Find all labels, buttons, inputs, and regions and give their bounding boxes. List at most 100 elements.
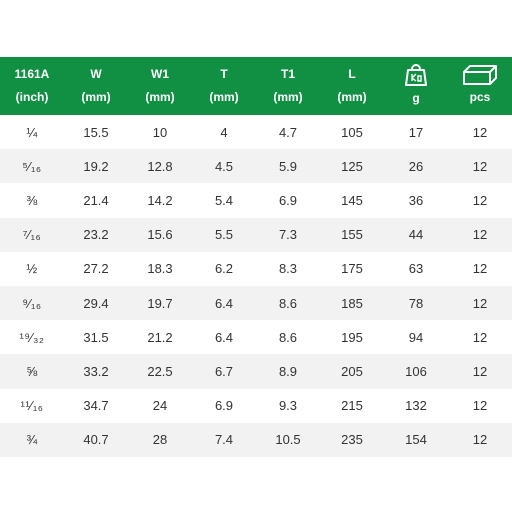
header-w: W (mm) — [64, 57, 128, 115]
pcs-cell: 12 — [448, 422, 512, 457]
header-weight-unit: g — [412, 90, 420, 105]
weight-cell: 63 — [384, 251, 448, 286]
pcs-cell: 12 — [448, 149, 512, 184]
l-cell: 205 — [320, 354, 384, 389]
header-w-label: W — [90, 67, 102, 81]
w-cell: 34.7 — [64, 388, 128, 423]
w1-cell: 24 — [128, 388, 192, 423]
pcs-cell: 12 — [448, 115, 512, 150]
header-l: L (mm) — [320, 57, 384, 115]
t1-cell: 9.3 — [256, 388, 320, 423]
header-t: T (mm) — [192, 57, 256, 115]
t-cell: 6.4 — [192, 285, 256, 321]
header-l-unit: (mm) — [337, 90, 367, 104]
header-pcs-unit: pcs — [469, 89, 491, 104]
box-icon — [448, 64, 512, 86]
weight-cell: 78 — [384, 285, 448, 321]
table-row: ½ 27.2 18.3 6.2 8.3 175 63 12 — [0, 251, 512, 286]
table-row: ¾ 40.7 28 7.4 10.5 235 154 12 — [0, 422, 512, 457]
table-row: ⁷⁄₁₆ 23.2 15.6 5.5 7.3 155 44 12 — [0, 217, 512, 252]
t-cell: 5.5 — [192, 217, 256, 252]
weight-cell: 17 — [384, 115, 448, 150]
t1-cell: 4.7 — [256, 115, 320, 150]
w1-cell: 18.3 — [128, 251, 192, 286]
header-t1-label: T1 — [280, 67, 295, 81]
w-cell: 33.2 — [64, 354, 128, 389]
l-cell: 195 — [320, 320, 384, 355]
header-size: 1161A (inch) — [0, 57, 64, 115]
w-cell: 15.5 — [64, 115, 128, 150]
table-row: ⁹⁄₁₆ 29.4 19.7 6.4 8.6 185 78 12 — [0, 285, 512, 321]
size-cell: ¾ — [0, 422, 64, 457]
pcs-cell: 12 — [448, 251, 512, 286]
size-cell: ¹¹⁄₁₆ — [0, 388, 64, 423]
t1-cell: 10.5 — [256, 422, 320, 457]
t-cell: 6.9 — [192, 388, 256, 423]
header-t1: T1 (mm) — [256, 57, 320, 115]
l-cell: 185 — [320, 285, 384, 321]
size-cell: ⁷⁄₁₆ — [0, 217, 64, 252]
header-size-unit: (inch) — [15, 90, 49, 104]
size-cell: ⁹⁄₁₆ — [0, 285, 64, 321]
header-row: 1161A (inch) W (mm) W1 (mm) T (mm) T1 (m… — [0, 57, 512, 115]
pcs-cell: 12 — [448, 388, 512, 423]
l-cell: 105 — [320, 115, 384, 150]
header-t-unit: (mm) — [209, 90, 239, 104]
header-w1-unit: (mm) — [145, 90, 175, 104]
header-t-label: T — [220, 67, 228, 81]
pcs-cell: 12 — [448, 320, 512, 355]
t-cell: 6.4 — [192, 320, 256, 355]
t1-cell: 8.6 — [256, 320, 320, 355]
size-cell: ¼ — [0, 115, 64, 150]
t1-cell: 5.9 — [256, 149, 320, 184]
t-cell: 4.5 — [192, 149, 256, 184]
table-row: ¹¹⁄₁₆ 34.7 24 6.9 9.3 215 132 12 — [0, 388, 512, 423]
l-cell: 155 — [320, 217, 384, 252]
size-cell: ⅝ — [0, 354, 64, 389]
header-w-unit: (mm) — [81, 90, 111, 104]
table-row: ¹⁹⁄₃₂ 31.5 21.2 6.4 8.6 195 94 12 — [0, 320, 512, 355]
header-t1-unit: (mm) — [273, 90, 303, 104]
weight-cell: 154 — [384, 422, 448, 457]
table-row: ⁵⁄₁₆ 19.2 12.8 4.5 5.9 125 26 12 — [0, 149, 512, 184]
w1-cell: 14.2 — [128, 183, 192, 218]
w-cell: 40.7 — [64, 422, 128, 457]
t1-cell: 8.6 — [256, 285, 320, 321]
t-cell: 5.4 — [192, 183, 256, 218]
t1-cell: 7.3 — [256, 217, 320, 252]
t1-cell: 6.9 — [256, 183, 320, 218]
w-cell: 29.4 — [64, 285, 128, 321]
size-cell: ⅜ — [0, 183, 64, 218]
pcs-cell: 12 — [448, 285, 512, 321]
w1-cell: 19.7 — [128, 285, 192, 321]
w1-cell: 28 — [128, 422, 192, 457]
header-w1-label: W1 — [151, 67, 169, 81]
t-cell: 4 — [192, 115, 256, 150]
size-cell: ⁵⁄₁₆ — [0, 149, 64, 184]
header-pcs: pcs — [448, 57, 512, 115]
weight-cell: 36 — [384, 183, 448, 218]
w1-cell: 21.2 — [128, 320, 192, 355]
table-row: ⅝ 33.2 22.5 6.7 8.9 205 106 12 — [0, 354, 512, 389]
header-w1: W1 (mm) — [128, 57, 192, 115]
w-cell: 21.4 — [64, 183, 128, 218]
weight-cell: 26 — [384, 149, 448, 184]
w-cell: 19.2 — [64, 149, 128, 184]
t-cell: 6.2 — [192, 251, 256, 286]
l-cell: 215 — [320, 388, 384, 423]
weight-cell: 132 — [384, 388, 448, 423]
pcs-cell: 12 — [448, 217, 512, 252]
l-cell: 125 — [320, 149, 384, 184]
w1-cell: 10 — [128, 115, 192, 150]
w1-cell: 22.5 — [128, 354, 192, 389]
header-weight: g — [384, 57, 448, 115]
size-cell: ½ — [0, 251, 64, 286]
weight-cell: 106 — [384, 354, 448, 389]
table-body: ¼ 15.5 10 4 4.7 105 17 12 ⁵⁄₁₆ 19.2 12.8 4.5 5.9 125 2… — [0, 115, 512, 457]
t-cell: 7.4 — [192, 422, 256, 457]
weight-cell: 44 — [384, 217, 448, 252]
t1-cell: 8.3 — [256, 251, 320, 286]
w1-cell: 12.8 — [128, 149, 192, 184]
l-cell: 175 — [320, 251, 384, 286]
t1-cell: 8.9 — [256, 354, 320, 389]
